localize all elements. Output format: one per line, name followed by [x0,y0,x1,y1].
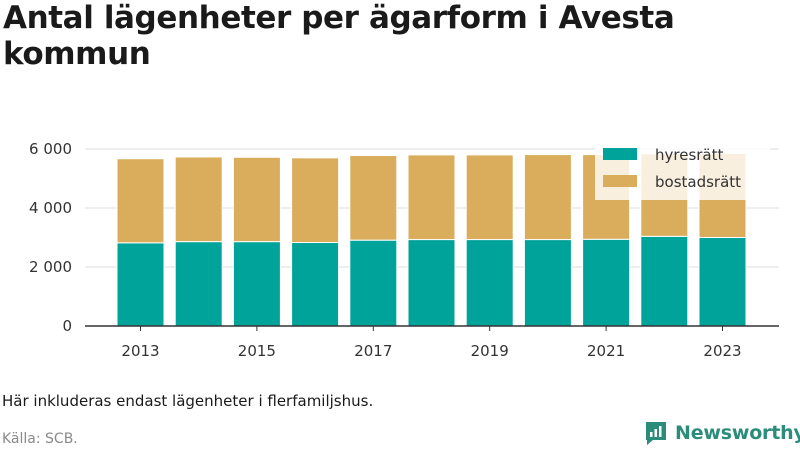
y-tick-label: 4 000 [29,199,72,217]
y-tick-label: 6 000 [29,140,72,158]
legend-label: hyresrätt [655,146,724,164]
bar-hyresratt-2018 [407,239,456,327]
x-tick-label: 2023 [703,342,741,360]
chart-title: Antal lägenheter per ägarform i Avesta k… [3,0,675,72]
bar-hyresratt-2020 [523,239,572,327]
bar-bostadsratt-2015 [232,156,281,243]
y-tick-label: 0 [62,317,72,335]
x-tick-label: 2015 [238,342,276,360]
bar-hyresratt-2016 [291,242,340,327]
bars [116,152,747,327]
chart-note: Här inkluderas endast lägenheter i flerf… [2,392,374,410]
bar-bostadsratt-2018 [407,154,456,241]
x-tick-labels: 2013 2015 2017 2019 2021 2023 [121,326,742,360]
bar-hyresratt-2023 [698,237,747,327]
x-tick-label: 2021 [587,342,625,360]
newsworthy-logo-icon [646,422,666,445]
bar-hyresratt-2013 [116,242,165,327]
bar-bostadsratt-2019 [465,154,514,241]
bar-bostadsratt-2013 [116,158,165,244]
legend-label: bostadsrätt [655,173,741,191]
bar-hyresratt-2022 [640,235,689,327]
bar-hyresratt-2019 [465,239,514,327]
bar-bostadsratt-2017 [349,154,398,241]
bar-bostadsratt-2014 [174,156,223,243]
bar-hyresratt-2015 [232,241,281,327]
x-tick-label: 2017 [354,342,392,360]
bar-bostadsratt-2020 [523,154,572,241]
bar-bostadsratt-2016 [291,157,340,244]
legend-swatch [603,148,637,160]
bar-hyresratt-2017 [349,239,398,327]
y-tick-labels: 0 2 000 4 000 6 000 [29,140,72,335]
legend-swatch [603,175,637,187]
x-tick-label: 2019 [471,342,509,360]
brand-name: Newsworthy [675,422,800,444]
legend: hyresrätt bostadsrätt [595,138,770,200]
source-text: Källa: SCB. [2,431,78,447]
x-tick-label: 2013 [121,342,159,360]
bar-hyresratt-2014 [174,241,223,327]
newsworthy-brand: Newsworthy [644,420,800,446]
y-tick-label: 2 000 [29,258,72,276]
bar-hyresratt-2021 [582,238,631,327]
